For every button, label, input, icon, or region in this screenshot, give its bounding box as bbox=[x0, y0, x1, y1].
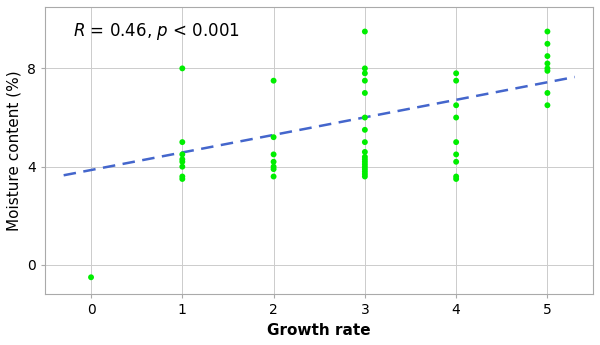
Point bbox=[360, 169, 370, 174]
Point bbox=[86, 275, 96, 280]
Point bbox=[451, 78, 461, 83]
Point bbox=[269, 164, 278, 169]
Point bbox=[178, 176, 187, 182]
Point bbox=[269, 152, 278, 157]
Point bbox=[542, 41, 552, 47]
Point bbox=[360, 78, 370, 83]
Point bbox=[178, 159, 187, 165]
Point bbox=[542, 66, 552, 71]
Point bbox=[451, 70, 461, 76]
Point bbox=[269, 174, 278, 179]
Point bbox=[360, 66, 370, 71]
Point bbox=[360, 161, 370, 167]
Point bbox=[542, 61, 552, 66]
Point bbox=[451, 102, 461, 108]
Point bbox=[542, 53, 552, 59]
Point bbox=[360, 90, 370, 96]
Point bbox=[542, 90, 552, 96]
Point bbox=[451, 159, 461, 165]
Point bbox=[360, 70, 370, 76]
Point bbox=[360, 154, 370, 160]
Point bbox=[360, 149, 370, 155]
Point bbox=[360, 115, 370, 120]
Y-axis label: Moisture content (%): Moisture content (%) bbox=[7, 70, 22, 231]
Point bbox=[269, 159, 278, 165]
Point bbox=[360, 171, 370, 177]
Point bbox=[178, 66, 187, 71]
Point bbox=[360, 157, 370, 162]
Point bbox=[178, 139, 187, 145]
Point bbox=[451, 176, 461, 182]
Point bbox=[360, 174, 370, 179]
Point bbox=[360, 166, 370, 172]
Point bbox=[269, 78, 278, 83]
Point bbox=[269, 166, 278, 172]
Point bbox=[451, 174, 461, 179]
Point bbox=[542, 29, 552, 34]
Point bbox=[542, 68, 552, 73]
Point bbox=[542, 102, 552, 108]
Point bbox=[451, 115, 461, 120]
Point bbox=[178, 152, 187, 157]
Text: $\it{R}$ = 0.46, $\it{p}$ < 0.001: $\it{R}$ = 0.46, $\it{p}$ < 0.001 bbox=[73, 21, 239, 42]
Point bbox=[360, 159, 370, 165]
Point bbox=[360, 127, 370, 132]
Point bbox=[360, 164, 370, 169]
Point bbox=[360, 139, 370, 145]
Point bbox=[451, 152, 461, 157]
Point bbox=[178, 164, 187, 169]
X-axis label: Growth rate: Growth rate bbox=[268, 323, 371, 338]
Point bbox=[178, 174, 187, 179]
Point bbox=[451, 139, 461, 145]
Point bbox=[269, 135, 278, 140]
Point bbox=[178, 157, 187, 162]
Point bbox=[360, 29, 370, 34]
